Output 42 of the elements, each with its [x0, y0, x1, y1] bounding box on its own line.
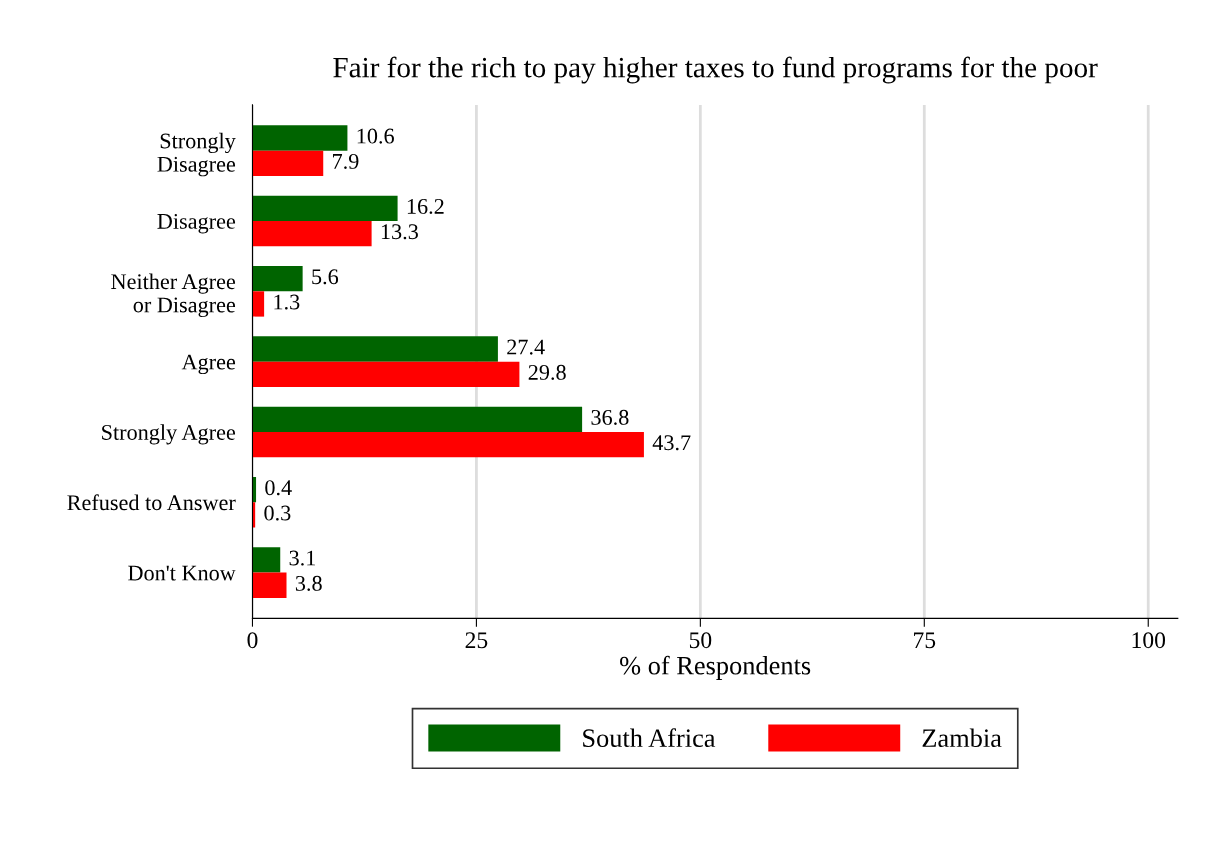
bar — [252, 195, 398, 221]
data-label: 1.3 — [274, 294, 300, 310]
data-label: 0.4 — [265, 480, 292, 496]
data-label: 43.7 — [652, 435, 691, 451]
data-label: 0.3 — [264, 505, 291, 521]
bar — [252, 547, 281, 573]
data-label: 27.4 — [507, 339, 545, 355]
x-tick-label: 0 — [247, 632, 258, 649]
data-label: 5.6 — [312, 269, 339, 285]
data-label: 13.3 — [381, 224, 418, 240]
data-label: 10.6 — [357, 128, 394, 144]
chart-title: Fair for the rich to pay higher taxes to fund programs for the poor — [333, 56, 1098, 84]
bar — [252, 291, 265, 317]
x-tick-label: 75 — [914, 632, 936, 649]
data-label: 29.8 — [528, 364, 566, 380]
x-tick-label: 50 — [689, 632, 712, 649]
y-tick-label: Don't Know — [128, 565, 236, 581]
y-tick-label: Strongly Disagree — [157, 132, 236, 177]
bar — [252, 361, 520, 387]
x-tick-label: 100 — [1132, 632, 1166, 649]
data-label: 36.8 — [591, 409, 629, 425]
bar — [252, 150, 324, 176]
y-tick-label: Refused to Answer — [67, 494, 236, 511]
bar — [252, 125, 348, 151]
data-label: 16.2 — [407, 198, 444, 214]
y-tick-label: Disagree — [157, 213, 236, 234]
legend-label: Zambia — [922, 728, 1002, 748]
y-tick-label: Agree — [181, 354, 236, 375]
bar — [252, 220, 372, 247]
bar — [252, 431, 644, 458]
data-label: 3.1 — [289, 550, 316, 566]
x-tick-label: 25 — [465, 632, 488, 649]
data-label: 3.8 — [295, 575, 322, 591]
y-tick-label: Strongly Agree — [102, 424, 236, 445]
legend-label: South Africa — [583, 728, 716, 748]
data-label: 7.9 — [333, 153, 359, 169]
bar — [252, 572, 287, 598]
x-axis-title: % of Respondents — [620, 655, 811, 680]
bar — [252, 265, 303, 292]
y-tick-label: Neither Agree or Disagree — [111, 273, 236, 318]
bar — [252, 336, 498, 362]
bar — [252, 406, 583, 432]
